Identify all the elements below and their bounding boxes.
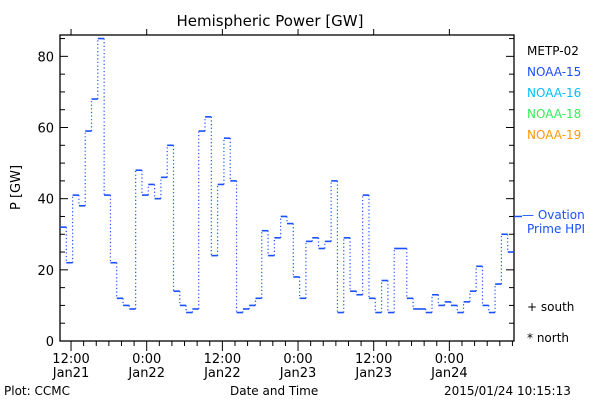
legend-entry: NOAA-15 — [527, 65, 582, 79]
ovation-label-2: Prime HPI — [527, 222, 585, 236]
x-tick-label: 12:00 — [204, 352, 241, 367]
x-tick-date-label: Jan23 — [279, 366, 317, 381]
plot-credit: Plot: CCMC — [4, 384, 70, 398]
legend-entry: NOAA-18 — [527, 107, 582, 121]
x-tick-date-label: Jan23 — [354, 366, 392, 381]
plot-frame — [59, 34, 515, 342]
y-tick-label: 80 — [37, 50, 54, 65]
x-tick-date-label: Jan22 — [203, 366, 241, 381]
x-axis-label: Date and Time — [230, 384, 319, 398]
y-tick-label: 60 — [37, 122, 54, 137]
x-tick-label: 0:00 — [283, 352, 312, 367]
y-tick-label: 0 — [46, 335, 54, 350]
x-tick-label: 0:00 — [132, 352, 161, 367]
x-tick-label: 0:00 — [435, 352, 464, 367]
ovation-label-1: — Ovation — [522, 208, 585, 222]
north-label: * north — [527, 331, 570, 345]
x-tick-date-label: Jan24 — [430, 366, 468, 381]
legend-entry: NOAA-19 — [527, 128, 582, 142]
chart-title: Hemispheric Power [GW] — [176, 12, 364, 30]
x-tick-label: 12:00 — [355, 352, 392, 367]
legend-entry: NOAA-16 — [527, 86, 582, 100]
x-tick-date-label: Jan21 — [52, 366, 90, 381]
x-tick-date-label: Jan22 — [127, 366, 165, 381]
y-tick-label: 40 — [37, 193, 54, 208]
timestamp: 2015/01/24 10:15:13 — [444, 384, 571, 398]
legend-entry: METP-02 — [527, 44, 579, 58]
y-tick-label: 20 — [37, 264, 54, 279]
x-tick-label: 12:00 — [52, 352, 89, 367]
south-label: + south — [527, 300, 575, 314]
